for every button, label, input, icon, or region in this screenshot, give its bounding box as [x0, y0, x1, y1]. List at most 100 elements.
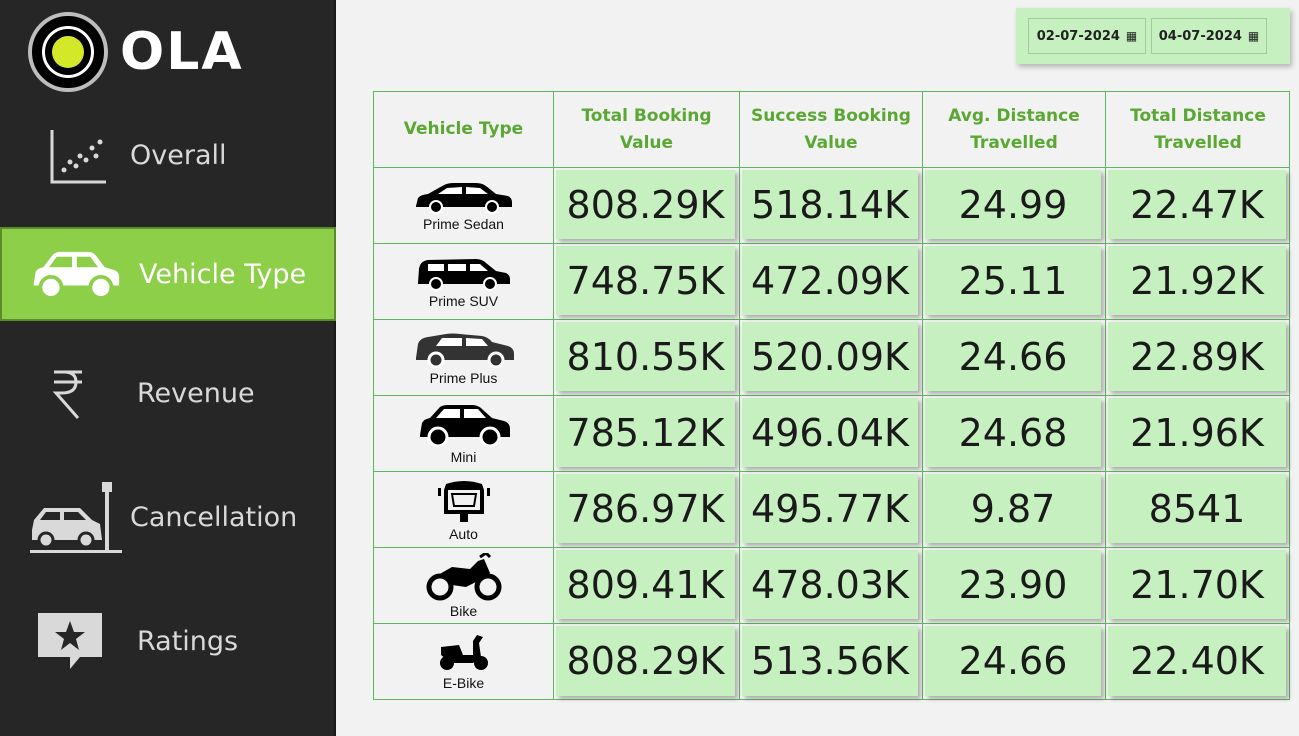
table-cell: 24.66 — [923, 320, 1106, 396]
vehicle-name: Mini — [450, 448, 477, 465]
nav-item-ratings[interactable]: Ratings — [0, 594, 336, 689]
prime-plus-car-icon — [415, 333, 514, 368]
table-cell: 513.56K — [740, 624, 923, 700]
sedan-icon — [415, 182, 512, 214]
ola-logo-icon — [28, 12, 108, 92]
table-cell: 520.09K — [740, 320, 923, 396]
nav-item-vehicle-type[interactable]: Vehicle Type — [0, 227, 336, 321]
cell-value: 21.70K — [1108, 550, 1286, 619]
start-date-picker[interactable]: 02-07-2024 ▦ — [1028, 18, 1146, 54]
vehicle-cell-auto: Auto — [374, 472, 554, 548]
table-cell: 25.11 — [923, 244, 1106, 320]
nav-item-cancellation[interactable]: Cancellation — [0, 470, 336, 565]
cell-value: 808.29K — [556, 170, 735, 239]
table-cell: 810.55K — [554, 320, 740, 396]
vehicle-cell-e-bike: E-Bike — [374, 624, 554, 700]
cell-value: 518.14K — [742, 170, 918, 239]
vehicle-name: Prime Sedan — [423, 215, 504, 232]
star-comment-icon — [22, 602, 118, 682]
table-cell: 24.68 — [923, 396, 1106, 472]
vehicle-cell-prime-plus: Prime Plus — [374, 320, 554, 396]
calendar-icon: ▦ — [1247, 29, 1260, 43]
table-cell: 21.70K — [1106, 548, 1290, 624]
cell-value: 21.96K — [1108, 398, 1286, 467]
vehicle-name: Prime Plus — [429, 369, 498, 386]
start-date-value: 02-07-2024 — [1036, 28, 1120, 44]
cell-value: 24.99 — [925, 170, 1101, 239]
nav-label-overall: Overall — [130, 140, 227, 171]
brand-name: OLA — [120, 22, 244, 82]
cell-value: 9.87 — [925, 474, 1101, 543]
nav-label-vehicle-type: Vehicle Type — [139, 258, 307, 290]
table-cell: 809.41K — [554, 548, 740, 624]
vehicle-name: Prime SUV — [428, 292, 499, 309]
cell-value: 8541 — [1108, 474, 1286, 543]
table-cell: 9.87 — [923, 472, 1106, 548]
table-cell: 22.40K — [1106, 624, 1290, 700]
cell-value: 809.41K — [556, 550, 735, 619]
table-cell: 808.29K — [554, 624, 740, 700]
table-cell: 22.89K — [1106, 320, 1290, 396]
header-vehicle-type: Vehicle Type — [374, 92, 554, 168]
scooter-icon — [439, 635, 488, 670]
cell-value: 24.66 — [925, 322, 1101, 391]
table-cell: 495.77K — [740, 472, 923, 548]
header-success-booking-value: Success Booking Value — [740, 92, 923, 168]
cell-value: 472.09K — [742, 246, 918, 315]
nav-label-cancellation: Cancellation — [130, 502, 298, 533]
table-cell: 21.96K — [1106, 396, 1290, 472]
table-cell: 8541 — [1106, 472, 1290, 548]
table-cell: 472.09K — [740, 244, 923, 320]
mini-car-icon — [419, 404, 510, 447]
nav-label-ratings: Ratings — [137, 626, 239, 657]
cell-value: 808.29K — [556, 626, 735, 696]
vehicle-name: Auto — [449, 525, 478, 542]
table-cell: 785.12K — [554, 396, 740, 472]
table-cell: 786.97K — [554, 472, 740, 548]
nav-item-revenue[interactable]: Revenue — [0, 346, 336, 441]
vehicle-cell-bike: Bike — [374, 548, 554, 624]
header-total-booking-value: Total Booking Value — [554, 92, 740, 168]
cell-value: 520.09K — [742, 322, 918, 391]
motorbike-icon — [426, 552, 501, 600]
date-range-filter: 02-07-2024 ▦ 04-07-2024 ▦ — [1016, 8, 1290, 64]
cell-value: 22.89K — [1108, 322, 1286, 391]
ola-logo: OLA — [28, 10, 268, 94]
cell-value: 478.03K — [742, 550, 918, 619]
table-cell: 478.03K — [740, 548, 923, 624]
auto-rickshaw-icon — [437, 480, 490, 522]
suv-icon — [417, 258, 510, 291]
cell-value: 810.55K — [556, 322, 735, 391]
table-cell: 748.75K — [554, 244, 740, 320]
table-cell: 22.47K — [1106, 168, 1290, 244]
cell-value: 785.12K — [556, 398, 735, 467]
vehicle-cell-mini: Mini — [374, 396, 554, 472]
table-cell: 808.29K — [554, 168, 740, 244]
vehicle-cell-prime-sedan: Prime Sedan — [374, 168, 554, 244]
table-cell: 518.14K — [740, 168, 923, 244]
table-cell: 24.66 — [923, 624, 1106, 700]
vehicle-name: Bike — [449, 602, 478, 619]
table-cell: 21.92K — [1106, 244, 1290, 320]
cell-value: 21.92K — [1108, 246, 1286, 315]
calendar-icon: ▦ — [1125, 29, 1138, 43]
sidebar: OLA Overall Vehicle Type — [0, 0, 336, 736]
car-icon — [26, 234, 122, 314]
rupee-icon — [20, 354, 116, 434]
vehicle-cell-prime-suv: Prime SUV — [374, 244, 554, 320]
cell-value: 495.77K — [742, 474, 918, 543]
header-avg-distance-travelled: Avg. Distance Travelled — [923, 92, 1106, 168]
cell-value: 24.68 — [925, 398, 1101, 467]
cell-value: 22.47K — [1108, 170, 1286, 239]
table-cell: 23.90 — [923, 548, 1106, 624]
vehicle-name: E-Bike — [442, 675, 485, 691]
cell-value: 513.56K — [742, 626, 918, 696]
end-date-picker[interactable]: 04-07-2024 ▦ — [1151, 18, 1267, 54]
nav-item-overall[interactable]: Overall — [0, 108, 336, 203]
cell-value: 496.04K — [742, 398, 918, 467]
scatter-chart-icon — [30, 116, 126, 196]
table-cell: 24.99 — [923, 168, 1106, 244]
cell-value: 24.66 — [925, 626, 1101, 696]
cell-value: 25.11 — [925, 246, 1101, 315]
cell-value: 23.90 — [925, 550, 1101, 619]
